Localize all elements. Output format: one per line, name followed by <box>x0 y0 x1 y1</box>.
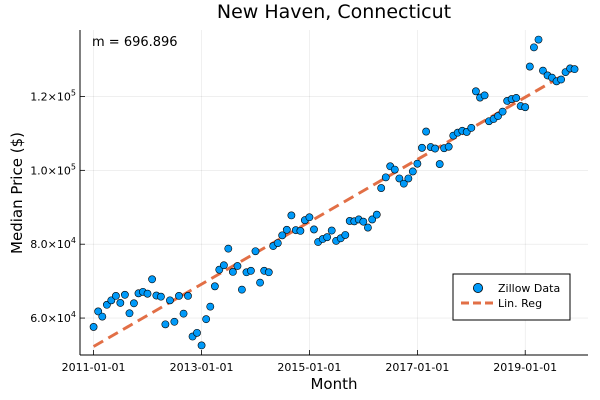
data-point <box>224 244 233 253</box>
y-tick-label: 1.0×105 <box>30 162 76 177</box>
data-point <box>98 312 107 321</box>
data-point <box>130 299 138 308</box>
data-point <box>341 231 350 239</box>
chart-title: New Haven, Connecticut <box>217 1 451 23</box>
data-point <box>368 215 377 224</box>
data-point <box>287 211 296 220</box>
data-point <box>408 167 417 176</box>
data-point <box>471 87 480 96</box>
data-point <box>399 179 408 188</box>
y-ticks: 6.0×104 8.0×104 1.0×105 1.2×105 <box>30 88 85 325</box>
data-point <box>435 160 444 168</box>
data-point <box>377 184 386 192</box>
data-point <box>395 174 404 183</box>
y-tick-label: 1.2×105 <box>30 88 76 103</box>
legend-marker-zillow-data <box>472 282 483 293</box>
data-point <box>282 225 291 234</box>
data-point <box>310 225 318 234</box>
x-tick-label: 2013-01-01 <box>170 361 234 374</box>
axes <box>79 30 588 356</box>
x-tick-label: 2019-01-01 <box>493 361 557 374</box>
data-point <box>534 35 543 44</box>
data-point <box>264 268 273 277</box>
y-tick-label: 8.0×104 <box>30 236 76 251</box>
data-point <box>364 223 372 232</box>
data-point <box>305 213 314 222</box>
data-point <box>404 174 413 183</box>
data-point <box>184 292 192 300</box>
data-point <box>143 289 152 298</box>
data-point <box>381 173 390 182</box>
data-point <box>179 309 188 318</box>
data-point <box>157 292 165 301</box>
data-point <box>148 275 156 284</box>
data-point <box>197 341 206 350</box>
data-point <box>521 103 530 112</box>
data-point <box>125 309 134 318</box>
data-point <box>431 144 440 153</box>
data-point <box>193 328 201 337</box>
data-point <box>422 127 431 136</box>
data-point <box>94 307 103 316</box>
data-point <box>237 285 246 294</box>
data-point <box>390 165 399 174</box>
data-point <box>202 315 211 324</box>
data-point <box>512 94 521 102</box>
data-point <box>247 266 255 275</box>
data-point <box>327 226 336 235</box>
data-point <box>233 262 242 270</box>
data-point <box>480 91 489 100</box>
x-tick-label: 2011-01-01 <box>62 361 126 374</box>
data-point <box>116 299 125 307</box>
data-point <box>121 290 129 299</box>
data-point <box>251 247 260 256</box>
data-point <box>89 323 98 331</box>
legend-box <box>452 273 571 321</box>
x-axis-label: Month <box>310 375 357 393</box>
y-tick-label: 6.0×104 <box>30 310 76 325</box>
slope-annotation: m = 696.896 <box>92 35 178 50</box>
data-point <box>219 261 228 270</box>
y-axis-label: Median Price ($) <box>8 132 26 254</box>
x-tick-label: 2015-01-01 <box>277 361 341 374</box>
data-point <box>418 143 426 152</box>
x-tick-label: 2017-01-01 <box>385 361 449 374</box>
legend-label-zillow-data: Zillow Data <box>498 282 560 295</box>
x-ticks: 2011-01-01 2013-01-01 2015-01-01 2017-01-01… <box>62 350 557 374</box>
data-point <box>539 66 547 75</box>
data-point <box>206 302 215 311</box>
data-point <box>525 62 534 71</box>
data-point <box>170 317 179 326</box>
data-point <box>557 75 566 84</box>
data-point <box>273 239 282 247</box>
data-point <box>372 210 381 219</box>
data-point <box>530 43 538 52</box>
data-point <box>210 282 219 291</box>
data-point <box>161 320 170 329</box>
data-point <box>256 278 264 287</box>
data-point <box>323 233 332 242</box>
legend: Zillow Data Lin. Reg <box>452 273 571 321</box>
data-point <box>570 65 579 74</box>
data-point <box>111 292 120 300</box>
data-point <box>444 142 453 151</box>
data-point <box>467 123 476 132</box>
legend-label-lin-reg: Lin. Reg <box>498 297 542 310</box>
data-point <box>498 107 507 116</box>
data-point <box>278 231 287 240</box>
series-layer <box>89 35 579 350</box>
data-point <box>296 227 305 235</box>
data-point <box>359 217 368 226</box>
data-point <box>175 292 183 300</box>
data-point <box>166 296 174 305</box>
data-point <box>228 268 237 276</box>
grid <box>80 30 588 355</box>
data-point <box>413 159 422 168</box>
